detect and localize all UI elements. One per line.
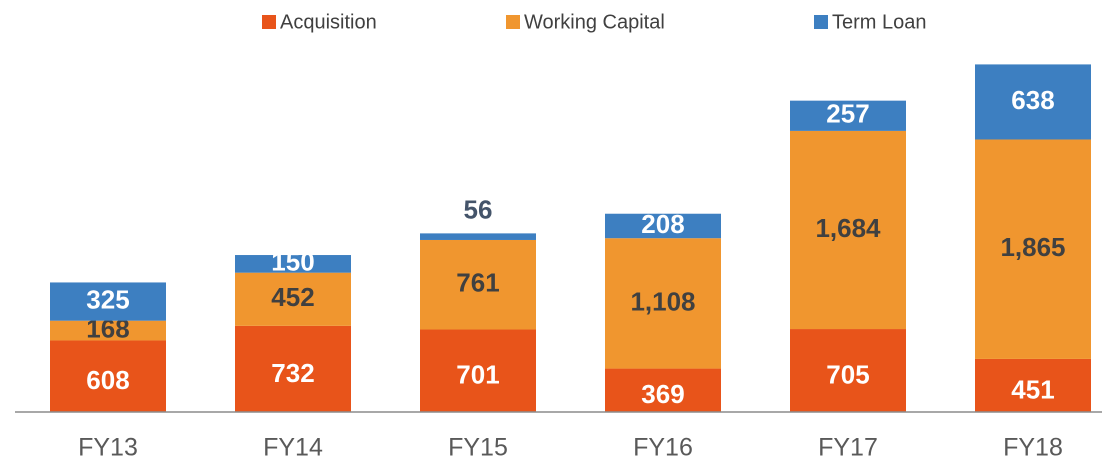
legend-label: Working Capital <box>524 11 665 33</box>
bar-segment <box>235 325 351 412</box>
data-label: 1,108 <box>630 286 695 316</box>
bar-segment <box>790 100 906 131</box>
bar-segment <box>420 233 536 240</box>
bar-segment <box>50 282 166 321</box>
data-label: 705 <box>826 359 869 389</box>
data-label: 208 <box>641 209 684 239</box>
bar-segment <box>50 340 166 412</box>
bar-segment <box>605 213 721 239</box>
x-tick-label: FY17 <box>818 434 878 462</box>
data-label: 761 <box>456 268 499 298</box>
legend-swatch <box>262 15 276 29</box>
legend-swatch <box>506 15 520 29</box>
data-label: 638 <box>1011 85 1054 115</box>
data-label: 150 <box>271 247 314 277</box>
bar-segment <box>420 239 536 330</box>
data-label: 701 <box>456 360 499 390</box>
legend-label: Acquisition <box>280 11 377 33</box>
bar-segment <box>790 130 906 330</box>
data-label: 452 <box>271 282 314 312</box>
bar-segment <box>605 238 721 369</box>
data-label: 325 <box>86 284 129 314</box>
x-tick-label: FY16 <box>633 434 693 462</box>
data-label: 1,865 <box>1000 232 1065 262</box>
bar-segment <box>975 64 1091 140</box>
data-label: 1,684 <box>815 213 881 243</box>
data-label: 369 <box>641 379 684 409</box>
bar-segment <box>235 255 351 273</box>
bar-segment <box>790 329 906 412</box>
legend-label: Term Loan <box>832 11 927 33</box>
bar-segment <box>605 368 721 412</box>
data-label: 257 <box>826 99 869 129</box>
x-tick-label: FY14 <box>263 434 323 462</box>
bar-segment <box>420 329 536 412</box>
bar-segment <box>235 272 351 326</box>
data-label: 608 <box>86 365 129 395</box>
data-label: 451 <box>1011 374 1054 404</box>
data-label: 732 <box>271 358 314 388</box>
legend-swatch <box>814 15 828 29</box>
data-label: 56 <box>464 194 493 224</box>
bar-segment <box>975 139 1091 359</box>
x-tick-label: FY15 <box>448 434 508 462</box>
bar-segment <box>975 358 1091 412</box>
x-tick-label: FY13 <box>78 434 138 462</box>
x-tick-label: FY18 <box>1003 434 1063 462</box>
bar-segment <box>50 320 166 341</box>
